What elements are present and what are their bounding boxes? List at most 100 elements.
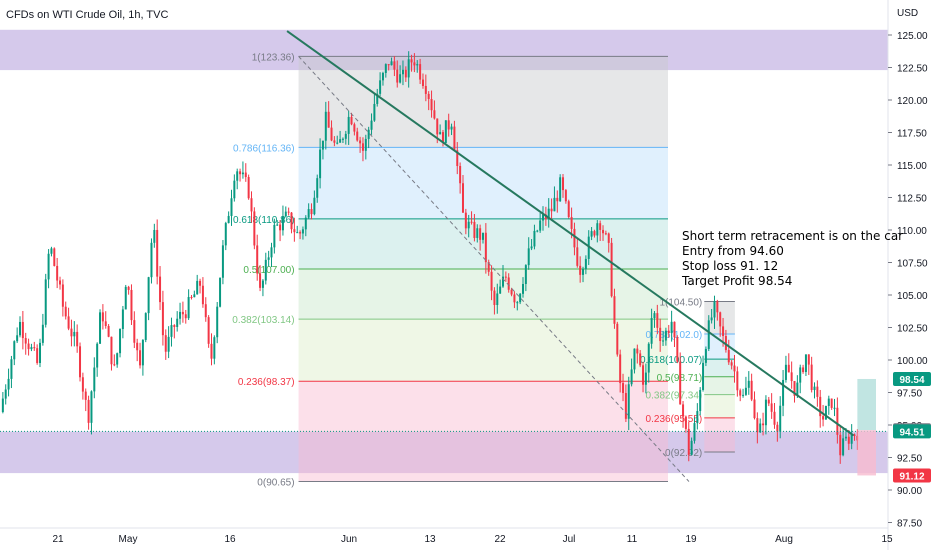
- candle-body: [210, 343, 213, 359]
- candle-body: [507, 277, 510, 290]
- candle-body: [50, 248, 53, 254]
- candle-body: [427, 93, 430, 100]
- candle-body: [281, 216, 284, 231]
- candle-body: [276, 224, 279, 226]
- candle-body: [84, 391, 87, 400]
- candle-body: [56, 265, 59, 281]
- candle-body: [396, 69, 399, 83]
- candle-body: [190, 296, 193, 298]
- candle-body: [519, 293, 522, 303]
- candle-body: [27, 343, 30, 350]
- fib-band-3: [298, 269, 668, 320]
- candle-body: [184, 314, 187, 319]
- small-fib-band-3: [704, 376, 735, 395]
- candle-body: [647, 343, 650, 373]
- candle-body: [367, 129, 370, 139]
- candle-body: [796, 382, 799, 396]
- candle-body: [236, 171, 239, 181]
- candle-body: [567, 201, 570, 218]
- candle-body: [699, 389, 702, 412]
- fib-band-0: [298, 56, 668, 148]
- candle-body: [619, 354, 622, 384]
- candle-body: [842, 438, 845, 456]
- candle-body: [724, 336, 727, 351]
- x-tick-label: Jun: [341, 534, 357, 545]
- candle-body: [159, 276, 162, 303]
- candle-body: [516, 302, 519, 304]
- candle-body: [630, 369, 633, 385]
- candle-body: [284, 211, 287, 217]
- candle-body: [824, 405, 827, 420]
- trade-annotation: Short term retracement is on the car Ent…: [681, 229, 903, 288]
- candle-body: [584, 258, 587, 270]
- candle-body: [739, 390, 742, 396]
- candle-body: [307, 209, 310, 218]
- y-tick-label: 87.50: [897, 519, 922, 530]
- candle-body: [136, 342, 139, 351]
- y-tick-label: 97.50: [897, 389, 922, 400]
- candle-body: [633, 348, 636, 370]
- candle-body: [536, 230, 539, 232]
- candle-body: [784, 364, 787, 380]
- candle-body: [759, 423, 762, 433]
- candle-body: [79, 346, 82, 378]
- candle-body: [424, 85, 427, 94]
- x-tick-label: 13: [424, 534, 436, 545]
- y-tick-label: 105.00: [897, 291, 928, 302]
- candle-body: [664, 330, 667, 341]
- candle-body: [290, 212, 293, 230]
- candle-body: [467, 221, 470, 229]
- y-tick-label: 117.50: [897, 129, 927, 140]
- candle-body: [627, 384, 630, 419]
- candle-body: [176, 318, 179, 327]
- candle-body: [393, 61, 396, 70]
- price-label-stop: 91.12: [899, 471, 924, 482]
- candle-body: [244, 172, 247, 178]
- candle-body: [687, 428, 690, 455]
- candle-body: [316, 178, 319, 198]
- candle-body: [1, 398, 4, 412]
- candle-body: [299, 232, 302, 234]
- candle-body: [324, 111, 327, 141]
- candle-body: [559, 177, 562, 202]
- candle-body: [181, 311, 184, 315]
- candle-body: [773, 411, 776, 425]
- candle-body: [513, 294, 516, 303]
- chart-title: CFDs on WTI Crude Oil, 1h, TVC: [6, 9, 168, 21]
- candle-body: [656, 313, 659, 328]
- candle-body: [524, 265, 527, 285]
- candle-body: [747, 380, 750, 388]
- candle-body: [376, 93, 379, 104]
- candle-body: [476, 228, 479, 238]
- candle-body: [353, 124, 356, 132]
- candle-body: [13, 341, 16, 360]
- small-fib-band-4: [704, 394, 735, 418]
- candle-body: [344, 133, 347, 139]
- candle-body: [596, 223, 599, 236]
- candle-body: [816, 386, 819, 397]
- candle-body: [101, 312, 104, 322]
- x-tick-label: 21: [52, 534, 64, 545]
- candle-body: [827, 398, 830, 406]
- candle-body: [221, 245, 224, 278]
- fib-label-0.382: 0.382(103.14): [232, 315, 294, 326]
- x-tick-label: 11: [627, 534, 638, 545]
- candle-body: [319, 149, 322, 179]
- candle-body: [782, 379, 785, 406]
- candle-body: [790, 372, 793, 382]
- candle-body: [19, 321, 22, 336]
- candle-body: [610, 242, 613, 297]
- drawing-lines: [0, 30, 888, 482]
- candle-body: [762, 423, 765, 426]
- candle-body: [410, 59, 413, 63]
- candle-body: [16, 335, 19, 342]
- small-fib-label-4: 0.382(97.34): [646, 391, 703, 402]
- candle-body: [719, 312, 722, 327]
- x-tick-label: 15: [881, 534, 893, 545]
- candle-body: [187, 296, 190, 319]
- candle-body: [350, 116, 353, 125]
- candle-body: [7, 378, 10, 390]
- candle-body: [696, 411, 699, 424]
- y-tick-label: 120.00: [897, 96, 928, 107]
